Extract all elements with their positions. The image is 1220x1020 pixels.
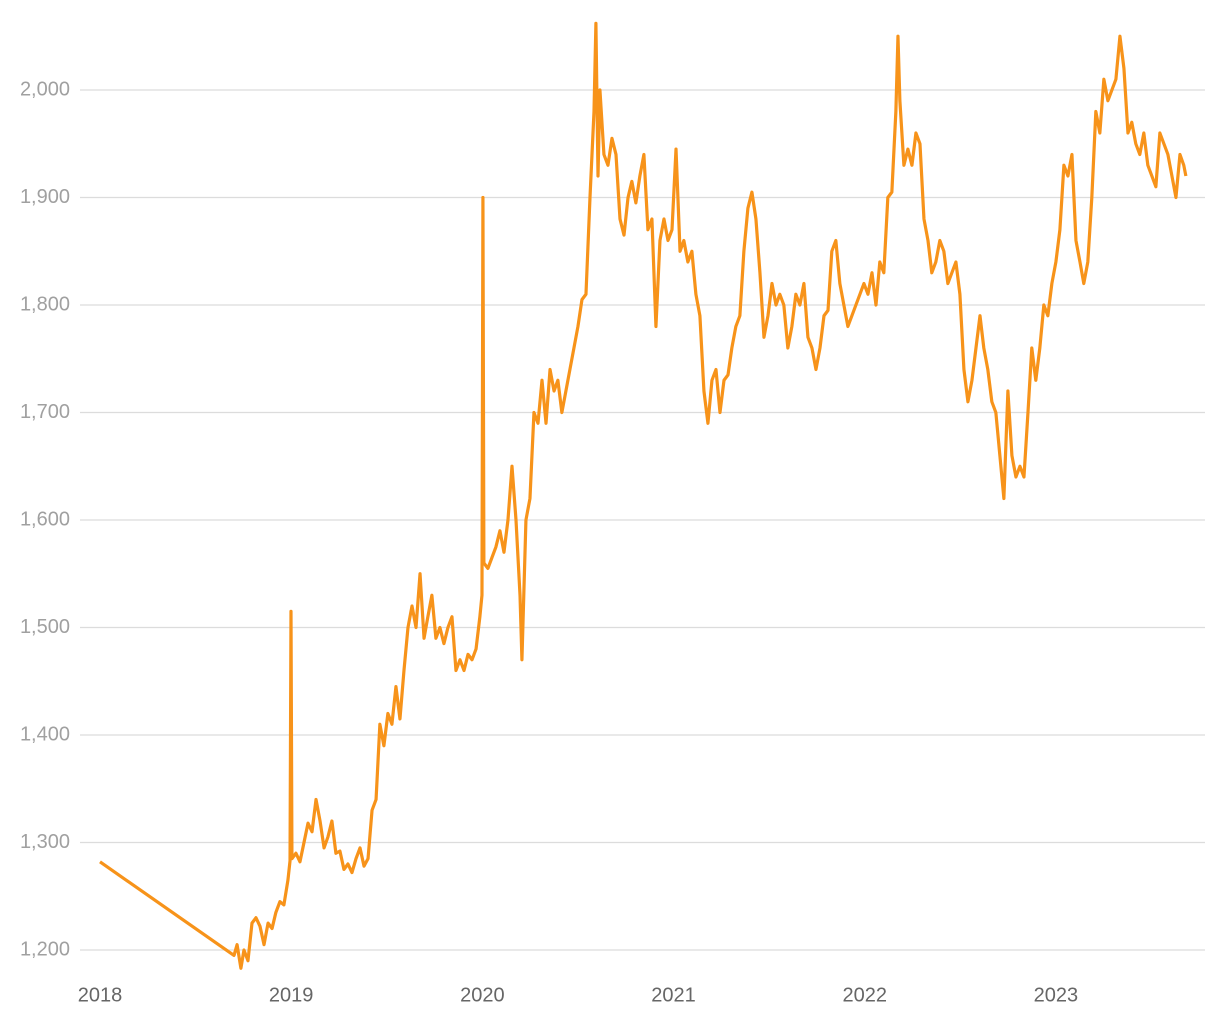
price-line <box>99 21 1188 970</box>
x-tick-label: 2019 <box>269 984 314 1006</box>
x-tick-label: 2020 <box>460 984 505 1006</box>
x-tick-label: 2022 <box>842 984 887 1006</box>
y-tick-label: 1,200 <box>20 938 70 960</box>
x-tick-label: 2018 <box>78 984 123 1006</box>
y-tick-label: 1,900 <box>20 186 70 208</box>
x-tick-label: 2023 <box>1034 984 1079 1006</box>
y-tick-label: 1,600 <box>20 508 70 530</box>
y-tick-label: 1,300 <box>20 831 70 853</box>
x-tick-label: 2021 <box>651 984 696 1006</box>
y-tick-label: 1,700 <box>20 401 70 423</box>
y-tick-label: 1,800 <box>20 293 70 315</box>
y-tick-label: 1,500 <box>20 616 70 638</box>
y-tick-label: 1,400 <box>20 723 70 745</box>
y-tick-label: 2,000 <box>20 78 70 100</box>
